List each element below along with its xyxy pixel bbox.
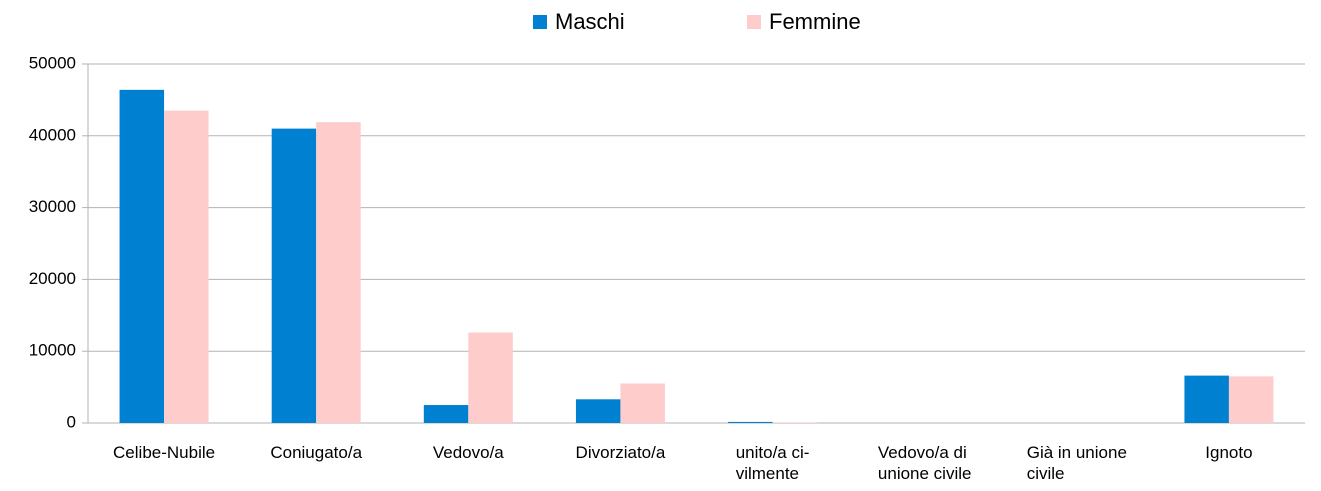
y-tick-label: 30000 xyxy=(29,197,76,216)
x-tick-label: Già in unione civile xyxy=(1026,443,1127,483)
bar xyxy=(468,332,513,423)
legend-swatch xyxy=(533,15,547,29)
x-tick-label: Vedovo/a di unione civile xyxy=(877,443,972,483)
y-tick-label: 20000 xyxy=(29,269,76,288)
legend-label: Femmine xyxy=(769,9,861,34)
y-tick-label: 10000 xyxy=(29,341,76,360)
bar xyxy=(1228,376,1274,423)
bar xyxy=(728,421,773,423)
x-tick-label: Celibe-Nubile xyxy=(113,443,216,462)
x-tick-label: Ignoto xyxy=(1205,443,1253,462)
bar xyxy=(620,383,665,423)
y-tick-label: 50000 xyxy=(29,53,76,72)
bar xyxy=(119,89,165,424)
bar xyxy=(164,110,209,424)
y-tick-label: 0 xyxy=(67,412,76,431)
bar xyxy=(271,128,317,423)
x-tick-label: unito/a ci- vilmente xyxy=(735,443,810,483)
legend-label: Maschi xyxy=(555,9,625,34)
bar xyxy=(575,399,621,423)
legend-swatch xyxy=(747,15,761,29)
bar xyxy=(423,405,469,423)
x-tick-label: Vedovo/a xyxy=(432,443,504,462)
x-tick-label: Coniugato/a xyxy=(270,443,363,462)
bar xyxy=(316,122,361,424)
x-tick-label: Divorziato/a xyxy=(575,443,666,462)
bar xyxy=(1184,375,1229,423)
y-tick-label: 40000 xyxy=(29,125,76,144)
